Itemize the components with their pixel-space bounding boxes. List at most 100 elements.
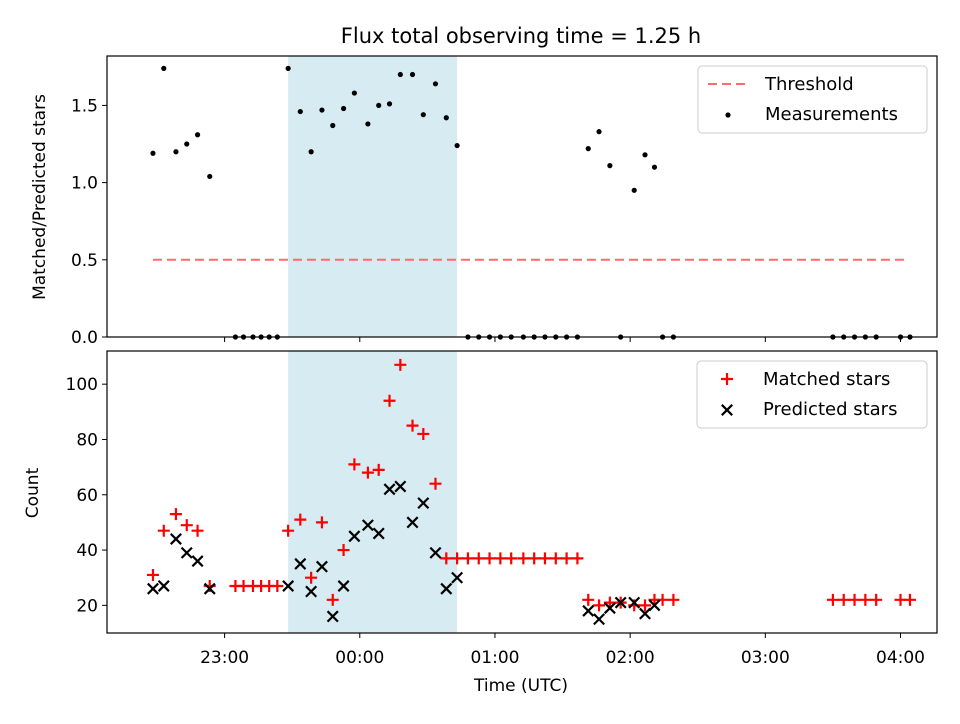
measurement-point xyxy=(173,149,179,155)
bottom-y-tick-label: 80 xyxy=(76,430,98,450)
top-y-tick-label: 0.5 xyxy=(71,251,98,271)
measurement-point xyxy=(386,101,393,107)
predicted-star-point xyxy=(146,582,159,595)
top-y-tick-label: 1.0 xyxy=(71,174,98,194)
matched-star-point xyxy=(826,593,839,606)
matched-star-point xyxy=(429,477,442,490)
matched-star-point xyxy=(372,463,385,476)
matched-star-point xyxy=(169,508,182,521)
matched-star-point xyxy=(326,593,339,606)
bottom-y-tick-label: 20 xyxy=(76,596,98,616)
matched-star-point xyxy=(157,524,170,537)
measurement-point xyxy=(308,149,314,155)
top-legend-box xyxy=(697,65,928,134)
bottom-legend: Matched stars Predicted stars xyxy=(696,360,928,429)
measurement-point xyxy=(319,107,325,113)
predicted-star-point xyxy=(628,596,641,609)
x-axis-label: Time (UTC) xyxy=(473,676,568,696)
matched-star-point xyxy=(394,358,407,371)
predicted-stars-points xyxy=(146,480,661,626)
matched-star-point xyxy=(294,513,307,526)
bottom-panel: 20 40 60 80 100 23:00 00:00 01:00 02:00 03:00 04:… xyxy=(23,350,938,696)
matched-star-point xyxy=(348,458,361,471)
predicted-star-point xyxy=(417,497,430,510)
predicted-star-point xyxy=(337,580,350,592)
legend-predicted-marker xyxy=(721,404,733,416)
predicted-star-point xyxy=(394,480,407,493)
matched-star-point xyxy=(461,552,474,565)
x-tick-label: 01:00 xyxy=(470,648,519,668)
measurement-point xyxy=(351,90,357,96)
measurement-point xyxy=(184,141,190,147)
bottom-y-tick-label: 100 xyxy=(66,375,98,395)
top-y-tick-label: 0.0 xyxy=(71,328,98,348)
measurement-point xyxy=(194,132,201,138)
matched-star-point xyxy=(440,552,453,565)
matched-star-point xyxy=(271,580,284,592)
measurement-point xyxy=(365,121,371,127)
predicted-star-point xyxy=(361,519,374,532)
measurement-point xyxy=(376,102,382,109)
chart-title: Flux total observing time = 1.25 h xyxy=(341,24,701,48)
measurement-point xyxy=(340,105,347,112)
bottom-y-axis: 20 40 60 80 100 xyxy=(66,375,107,616)
predicted-star-point xyxy=(440,582,453,595)
matched-star-point xyxy=(593,599,606,612)
predicted-star-point xyxy=(315,560,328,573)
predicted-star-point xyxy=(582,604,595,617)
measurement-point xyxy=(607,163,613,169)
predicted-star-point xyxy=(593,613,606,626)
legend-predicted-label: Predicted stars xyxy=(763,399,897,420)
predicted-star-point xyxy=(203,582,216,595)
predicted-star-point xyxy=(180,546,193,559)
x-tick-label: 00:00 xyxy=(335,648,384,668)
top-panel: 0.0 0.5 1.0 1.5 Matched/Predicted stars Thr… xyxy=(30,55,938,348)
top-y-axis-label: Matched/Predicted stars xyxy=(30,94,50,300)
measurement-point xyxy=(596,129,602,135)
predicted-star-point xyxy=(603,602,616,615)
measurement-point xyxy=(651,164,658,170)
top-plot-frame xyxy=(106,55,938,338)
top-shaded-span xyxy=(288,56,458,337)
matched-star-point xyxy=(667,593,680,606)
legend-measurements-label: Measurements xyxy=(765,104,898,125)
matched-star-point xyxy=(282,524,295,537)
measurement-point xyxy=(642,152,648,158)
measurement-point xyxy=(285,65,291,71)
matched-star-point xyxy=(417,427,430,440)
predicted-star-point xyxy=(326,610,339,623)
x-tick-label: 03:00 xyxy=(741,648,790,668)
legend-matched-marker xyxy=(721,373,733,385)
matched-star-point xyxy=(472,552,485,565)
x-tick-label: 02:00 xyxy=(606,648,655,668)
predicted-star-point xyxy=(282,580,295,592)
matched-star-point xyxy=(848,593,861,606)
predicted-star-point xyxy=(406,516,419,529)
top-y-tick-label: 1.5 xyxy=(71,96,98,116)
matched-star-point xyxy=(517,552,530,565)
measurement-point xyxy=(207,173,213,180)
predicted-star-point xyxy=(305,585,318,598)
legend-predicted-swatch xyxy=(721,404,733,416)
measurement-point xyxy=(432,81,439,87)
matched-star-point xyxy=(639,599,652,612)
matched-star-point xyxy=(903,593,916,606)
matched-star-point xyxy=(549,552,562,565)
x-tick-label: 23:00 xyxy=(200,648,249,668)
predicted-star-point xyxy=(451,571,464,584)
matched-star-point xyxy=(560,552,573,565)
bottom-shaded-span xyxy=(288,351,458,633)
matched-star-point xyxy=(528,552,541,565)
matched-star-point xyxy=(305,571,318,584)
predicted-star-point xyxy=(169,533,182,545)
matched-star-point xyxy=(538,552,551,565)
matched-star-point xyxy=(505,552,518,565)
x-tick-label: 04:00 xyxy=(876,648,925,668)
bottom-y-tick-label: 60 xyxy=(76,486,98,506)
measurement-point xyxy=(454,142,460,149)
measurement-point xyxy=(397,71,403,78)
predicted-star-point xyxy=(648,599,661,612)
matched-star-point xyxy=(180,519,193,532)
top-legend: Threshold Measurements xyxy=(697,65,928,134)
